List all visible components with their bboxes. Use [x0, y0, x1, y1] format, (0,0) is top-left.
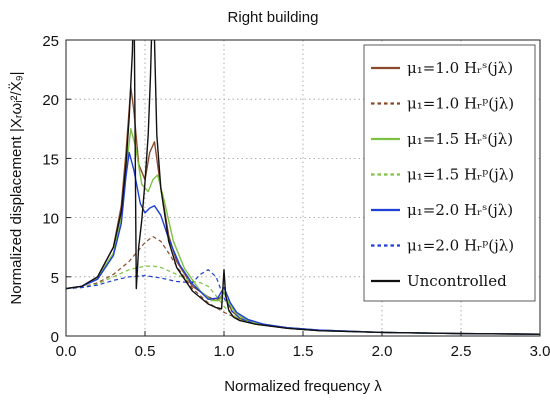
legend-label: μ₁=1.0 Hᵣᵖ(jλ) [407, 95, 514, 113]
y-tick-label: 10 [42, 211, 59, 228]
y-tick-label: 20 [42, 92, 59, 109]
series-layer [66, 40, 540, 335]
x-tick-label: 2.0 [372, 343, 393, 360]
legend-label: μ₁=1.5 Hᵣˢ(jλ) [407, 130, 513, 148]
y-ticks: 0 5 10 15 20 25 [42, 33, 71, 346]
series-line-5 [66, 151, 540, 335]
x-tick-label: 0.0 [56, 343, 77, 360]
y-tick-label: 0 [51, 329, 59, 346]
legend-label: Uncontrolled [407, 272, 507, 290]
legend-box [363, 44, 536, 302]
x-tick-label: 2.5 [451, 343, 472, 360]
x-tick-label: 1.5 [293, 343, 314, 360]
legend: μ₁=1.0 Hᵣˢ(jλ) μ₁=1.0 Hᵣᵖ(jλ) μ₁=1.5 Hᵣˢ(j… [363, 44, 536, 302]
legend-label: μ₁=1.5 Hᵣᵖ(jλ) [407, 166, 514, 184]
x-axis-label: Normalized frequency λ [224, 378, 382, 395]
series-line-6 [66, 269, 540, 335]
x-tick-label: 0.5 [135, 343, 156, 360]
x-ticks: 0.0 0.5 1.0 1.5 2.0 2.5 3.0 [56, 331, 550, 360]
x-tick-label: 3.0 [530, 343, 550, 360]
legend-label: μ₁=2.0 Hᵣᵖ(jλ) [407, 237, 514, 255]
legend-label: μ₁=2.0 Hᵣˢ(jλ) [407, 201, 513, 219]
y-tick-label: 15 [42, 151, 59, 168]
chart-title: Right building [228, 9, 319, 26]
y-tick-label: 5 [51, 270, 59, 287]
series-line-7 [66, 40, 540, 335]
y-axis-label: Normalized displacement |Xᵣωᵢ²/Ẍ₉| [8, 71, 25, 304]
legend-label: μ₁=1.0 Hᵣˢ(jλ) [407, 59, 513, 77]
y-tick-label: 25 [42, 33, 59, 50]
x-tick-label: 1.0 [214, 343, 235, 360]
